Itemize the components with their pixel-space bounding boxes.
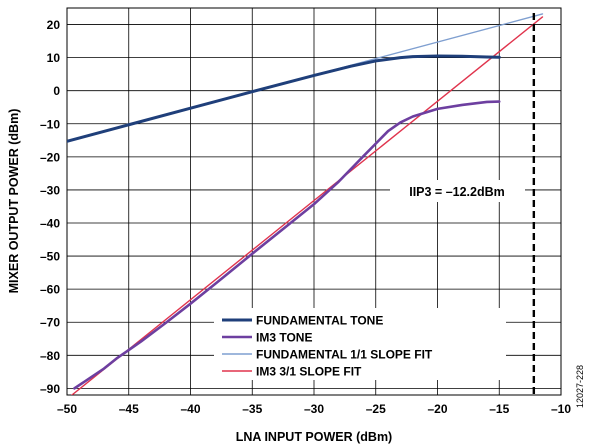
figure-id: 12027-228 xyxy=(575,365,585,408)
x-axis-title: LNA INPUT POWER (dBm) xyxy=(236,430,392,444)
plot-frame xyxy=(66,7,562,396)
legend-label: FUNDAMENTAL 1/1 SLOPE FIT xyxy=(256,348,433,362)
series-line-1 xyxy=(67,54,501,143)
legend-background xyxy=(214,308,506,380)
series-line-4 xyxy=(71,16,544,395)
x-tick-label: –50 xyxy=(57,402,77,416)
y-tick-label: –30 xyxy=(40,183,60,197)
y-tick-label: –70 xyxy=(40,316,60,330)
y-tick-label: –90 xyxy=(40,382,60,396)
annotation-group: IIP3 = –12.2dBm xyxy=(390,180,525,202)
legend-label: IM3 TONE xyxy=(256,331,312,345)
series-layer xyxy=(67,13,544,395)
legend: FUNDAMENTAL TONE IM3 TONE FUNDAMENTAL 1/1 … xyxy=(214,308,506,380)
y-tick-label: –60 xyxy=(40,283,60,297)
y-tick-label: –80 xyxy=(40,349,60,363)
legend-label: FUNDAMENTAL TONE xyxy=(256,314,383,328)
x-tick-label: –40 xyxy=(180,402,200,416)
y-tick-label: –10 xyxy=(40,117,60,131)
x-tick-label: –35 xyxy=(242,402,262,416)
x-tick-label: –45 xyxy=(119,402,139,416)
legend-label: IM3 3/1 SLOPE FIT xyxy=(256,365,362,379)
y-tick-label: –40 xyxy=(40,217,60,231)
x-tick-label: –25 xyxy=(366,402,386,416)
grid xyxy=(67,8,561,395)
series-line-2 xyxy=(73,100,501,390)
x-tick-label: –10 xyxy=(551,402,571,416)
y-tick-label: 20 xyxy=(47,18,61,32)
x-tick-label: –30 xyxy=(304,402,324,416)
y-tick-label: –50 xyxy=(40,250,60,264)
y-tick-label: 10 xyxy=(47,51,61,65)
y-axis-title: MIXER OUTPUT POWER (dBm) xyxy=(7,109,21,294)
tick-labels: –50 –45 –40 –35 –30 –25 –20 –15 –10 20 10 0 –10 –20 –3… xyxy=(40,18,571,416)
iip3-annotation: IIP3 = –12.2dBm xyxy=(409,185,505,199)
y-tick-label: 0 xyxy=(53,84,60,98)
annotation-background xyxy=(390,180,525,202)
x-tick-label: –15 xyxy=(489,402,509,416)
x-tick-label: –20 xyxy=(427,402,447,416)
y-tick-label: –20 xyxy=(40,150,60,164)
